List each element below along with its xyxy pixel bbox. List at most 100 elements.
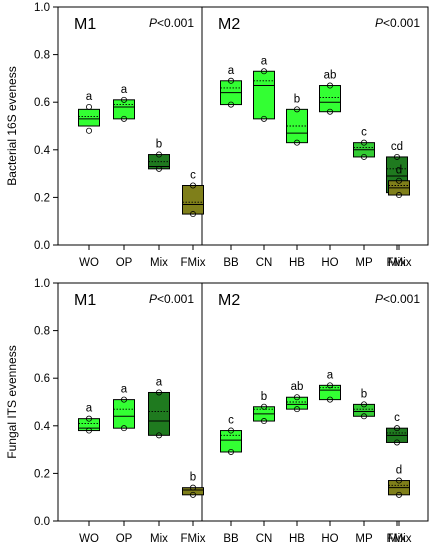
data-point	[121, 396, 128, 403]
significance-letter: ab	[324, 70, 337, 82]
significance-letter: d	[396, 465, 402, 477]
x-category-label: HB	[289, 257, 305, 269]
data-point	[189, 211, 196, 218]
data-point	[393, 153, 400, 160]
significance-letter: b	[156, 139, 162, 151]
data-point	[189, 491, 196, 498]
data-point	[360, 413, 367, 420]
significance-letter: c	[394, 412, 400, 424]
y-tick-label: 0.2	[34, 468, 50, 480]
p-value: P<0.001	[375, 16, 420, 30]
x-category-label: Mix	[150, 257, 168, 269]
data-point	[121, 425, 128, 432]
significance-letter: a	[228, 65, 235, 77]
panel-title: M1	[74, 292, 96, 309]
x-category-label: OP	[116, 257, 133, 269]
data-point	[155, 432, 162, 439]
y-axis-label: Fungal ITS evenness	[5, 345, 19, 458]
y-tick-label: 0.0	[34, 240, 50, 252]
x-category-label: OP	[116, 533, 133, 545]
x-category-label: WO	[79, 533, 99, 545]
y-tick-label: 0.8	[34, 326, 50, 338]
panel-title: M2	[218, 292, 240, 309]
box-op	[113, 399, 135, 429]
box-mp	[353, 403, 375, 417]
p-value: P<0.001	[375, 292, 420, 306]
data-point	[326, 108, 333, 115]
data-point	[326, 382, 333, 389]
data-point	[227, 77, 234, 84]
x-category-label: BB	[223, 533, 239, 545]
y-tick-label: 1.0	[34, 2, 50, 14]
data-point	[395, 477, 402, 484]
x-category-label: FMix	[181, 533, 206, 545]
data-point	[326, 396, 333, 403]
x-category-label: FMix	[387, 257, 412, 269]
box-cn	[253, 70, 275, 120]
y-tick-label: 0.4	[34, 421, 51, 433]
data-point	[293, 406, 300, 413]
data-point	[260, 403, 267, 410]
plot-frame	[57, 6, 429, 246]
x-category-label: Mix	[150, 533, 168, 545]
data-point	[86, 427, 93, 434]
data-point	[86, 103, 93, 110]
data-point	[395, 177, 402, 184]
y-tick-label: 1.0	[34, 278, 50, 290]
data-point	[189, 182, 196, 189]
data-point	[260, 418, 267, 425]
data-point	[227, 427, 234, 434]
panel-title: M2	[218, 16, 240, 33]
y-tick-label: 0.8	[34, 50, 50, 62]
box-mix	[148, 391, 170, 436]
significance-letter: a	[121, 84, 128, 96]
data-point	[260, 68, 267, 75]
data-point	[393, 439, 400, 446]
data-point	[86, 415, 93, 422]
box-hb	[286, 396, 308, 410]
significance-letter: a	[261, 55, 268, 67]
data-point	[360, 153, 367, 160]
y-tick-label: 0.2	[34, 192, 50, 204]
x-category-label: CN	[256, 257, 273, 269]
box-ho	[319, 85, 341, 113]
box-ho	[319, 384, 341, 401]
data-point	[393, 425, 400, 432]
x-category-label: BB	[223, 257, 239, 269]
data-point	[227, 101, 234, 108]
box-bb	[220, 430, 242, 453]
significance-letter: c	[361, 127, 367, 139]
data-point	[326, 82, 333, 89]
data-point	[395, 192, 402, 199]
significance-letter: a	[121, 384, 128, 396]
data-point	[189, 484, 196, 491]
significance-letter: a	[86, 403, 93, 415]
significance-letter: c	[228, 415, 234, 427]
significance-letter: cd	[391, 141, 403, 153]
data-point	[121, 96, 128, 103]
p-value: P<0.001	[149, 292, 194, 306]
significance-letter: b	[294, 93, 300, 105]
data-point	[395, 491, 402, 498]
y-tick-label: 0.6	[34, 97, 50, 109]
box-wo	[78, 108, 100, 127]
y-axis-label: Bacterial 16S eveness	[5, 66, 19, 185]
data-point	[86, 127, 93, 134]
box-fmix	[182, 185, 204, 215]
significance-letter: a	[156, 376, 163, 388]
data-point	[293, 139, 300, 146]
significance-letter: a	[86, 91, 93, 103]
data-point	[227, 448, 234, 455]
x-category-label: CN	[256, 533, 273, 545]
data-point	[293, 106, 300, 113]
box-wo	[78, 418, 100, 432]
box-fmix	[182, 487, 204, 496]
p-value: P<0.001	[149, 16, 194, 30]
data-point	[360, 139, 367, 146]
data-point	[155, 389, 162, 396]
data-point	[260, 115, 267, 122]
panel-title: M1	[74, 16, 96, 33]
y-tick-label: 0.4	[34, 145, 51, 157]
x-category-label: FMix	[387, 533, 412, 545]
